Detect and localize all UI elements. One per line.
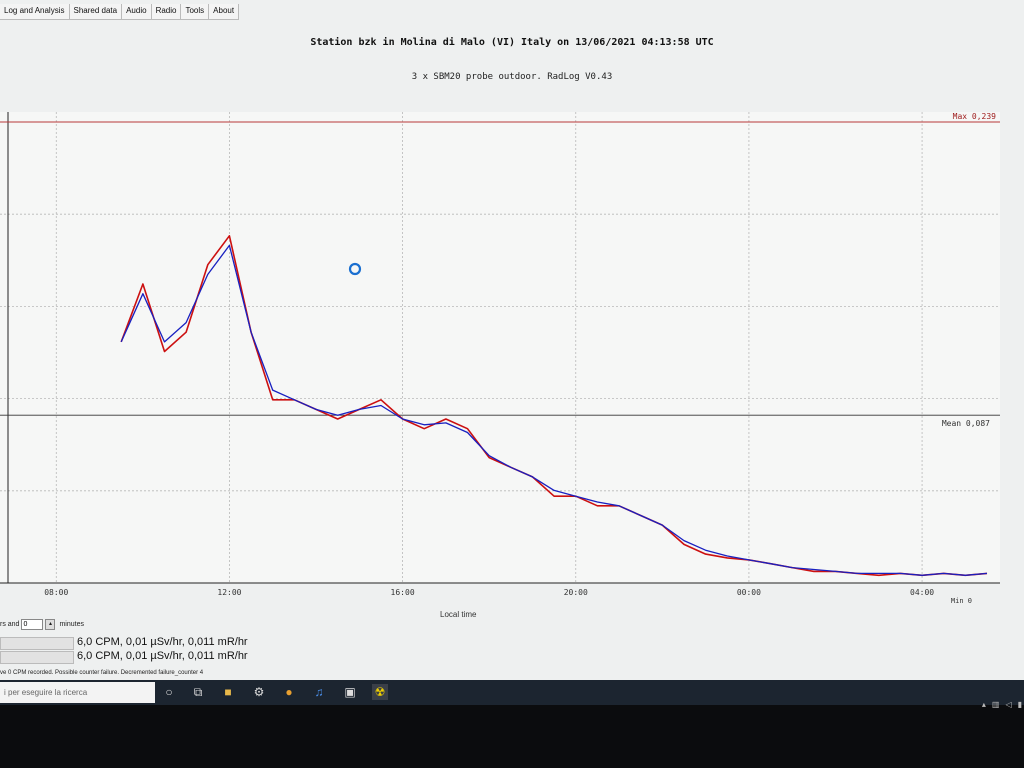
menu-about[interactable]: About [209, 4, 240, 20]
x-tick-label: 16:00 [391, 588, 415, 597]
menu-log-and-analysis[interactable]: Log and Analysis [0, 4, 70, 20]
monitor-bezel [0, 705, 1024, 768]
time-controls: rs and ▴ minutes [0, 618, 84, 630]
app-window: 08:00 12:00 16:00 20:00 00:00 04:00 Max 0,239 M… [0, 0, 1024, 705]
chart-title: Station bzk in Molina di Malo (VI) Italy… [310, 37, 714, 48]
menu-bar: Log and Analysis Shared data Audio Radio… [0, 4, 240, 20]
status-message: ve 0 CPM recorded. Possible counter fail… [0, 670, 204, 676]
radiation-app-icon[interactable]: ☢ [372, 684, 388, 700]
plot-area [0, 112, 1000, 583]
tray-network-icon[interactable]: ▥ [991, 700, 1000, 709]
menu-audio[interactable]: Audio [122, 4, 152, 20]
x-tick-label: 04:00 [910, 588, 934, 597]
x-tick-label: 08:00 [44, 588, 68, 597]
cursor-ring-icon [348, 262, 362, 276]
controls-left-text: rs and [0, 620, 20, 628]
settings-gear-icon[interactable]: ⚙ [253, 685, 265, 699]
chrome-icon[interactable]: ● [285, 685, 293, 699]
sync-app-icon[interactable]: ♫ [314, 685, 324, 699]
menu-tools[interactable]: Tools [181, 4, 210, 20]
chart-subtitle: 3 x SBM20 probe outdoor. RadLog V0.43 [411, 72, 613, 82]
tray-chevron-icon[interactable]: ▴ [981, 700, 986, 709]
file-explorer-icon[interactable]: ■ [224, 685, 232, 699]
menu-shared-data[interactable]: Shared data [69, 4, 123, 20]
x-axis-label: Local time [440, 610, 477, 619]
max-label: Max 0,239 [953, 112, 997, 121]
dose-readout-2: 6,0 CPM, 0,01 µSv/hr, 0,011 mR/hr [77, 650, 248, 662]
minutes-stepper[interactable]: ▴ [45, 618, 56, 630]
x-tick-label: 00:00 [737, 588, 761, 597]
task-view-icon[interactable]: ⧉ [193, 685, 203, 699]
tray-battery-icon[interactable]: ▮ [1017, 700, 1022, 709]
radiation-chart: 08:00 12:00 16:00 20:00 00:00 04:00 Max 0,239 M… [0, 112, 1000, 605]
minutes-input[interactable] [21, 618, 44, 630]
menu-radio[interactable]: Radio [151, 4, 182, 20]
min-label: Min 0 [951, 597, 972, 605]
tray-volume-icon[interactable]: ◁ [1005, 700, 1012, 709]
dose-readout-1: 6,0 CPM, 0,01 µSv/hr, 0,011 mR/hr [77, 636, 248, 648]
series-line-average [120, 244, 988, 576]
taskbar-search[interactable]: i per eseguire la ricerca [0, 682, 155, 703]
mean-label: Mean 0,087 [942, 419, 990, 428]
readout-box [0, 651, 74, 664]
x-tick-label: 12:00 [217, 588, 241, 597]
taskbar: i per eseguire la ricerca ○ ⧉ ■ ⚙ ● ♫ ▣ … [0, 680, 1024, 705]
system-tray: ▴ ▥ ◁ ▮ [982, 700, 1022, 709]
x-tick-label: 20:00 [564, 588, 588, 597]
minutes-label: minutes [59, 620, 84, 628]
controller-app-icon[interactable]: ▣ [344, 685, 356, 699]
cortana-circle-icon[interactable]: ○ [165, 685, 173, 699]
readout-box [0, 637, 74, 650]
